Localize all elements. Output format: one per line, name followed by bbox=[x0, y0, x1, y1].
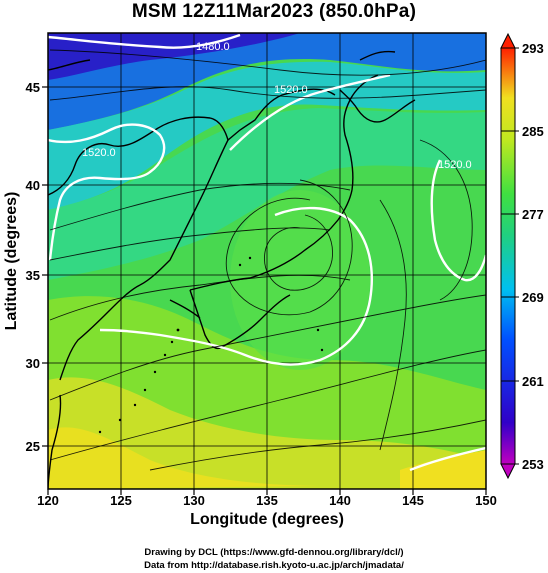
y-tick-label: 45 bbox=[26, 80, 40, 95]
x-axis-label: Longitude (degrees) bbox=[190, 511, 344, 528]
colorbar-tick-label: 277 bbox=[522, 207, 544, 222]
x-tick-label: 145 bbox=[402, 493, 424, 508]
x-tick-label: 120 bbox=[37, 493, 59, 508]
colorbar-tick-label: 261 bbox=[522, 374, 544, 389]
y-tick-label: 35 bbox=[26, 268, 40, 283]
colorbar-tick-label: 253 bbox=[522, 457, 544, 472]
x-tick-label: 130 bbox=[183, 493, 205, 508]
height-contours bbox=[48, 33, 486, 472]
colorbar bbox=[500, 32, 519, 480]
x-tick-label: 140 bbox=[329, 493, 351, 508]
contour-label: 1480.0 bbox=[196, 41, 230, 53]
y-tick-label: 25 bbox=[26, 439, 40, 454]
contour-label: 1520.0 bbox=[274, 84, 308, 96]
credit-data-source: Data from http://database.rish.kyoto-u.a… bbox=[144, 560, 404, 571]
x-tick-label: 150 bbox=[475, 493, 497, 508]
islands bbox=[98, 256, 324, 434]
y-tick-label: 30 bbox=[26, 356, 40, 371]
x-tick-label: 125 bbox=[110, 493, 132, 508]
x-tick-label: 135 bbox=[256, 493, 278, 508]
colorbar-tick-label: 293 bbox=[522, 41, 544, 56]
grid-lines bbox=[48, 33, 486, 489]
contour-label: 1520.0 bbox=[438, 159, 472, 171]
y-tick-label: 40 bbox=[26, 178, 40, 193]
map-title: MSM 12Z11Mar2023 (850.0hPa) bbox=[131, 1, 417, 22]
credit-drawing: Drawing by DCL (https://www.gfd-dennou.o… bbox=[144, 547, 404, 558]
colorbar-tick-label: 269 bbox=[522, 290, 544, 305]
y-axis-label: Latitude (degrees) bbox=[3, 191, 20, 331]
axis-tick-marks bbox=[42, 86, 487, 495]
colorbar-tick-label: 285 bbox=[522, 124, 544, 139]
contour-label: 1520.0 bbox=[82, 147, 116, 159]
wind-streamlines bbox=[49, 49, 486, 471]
